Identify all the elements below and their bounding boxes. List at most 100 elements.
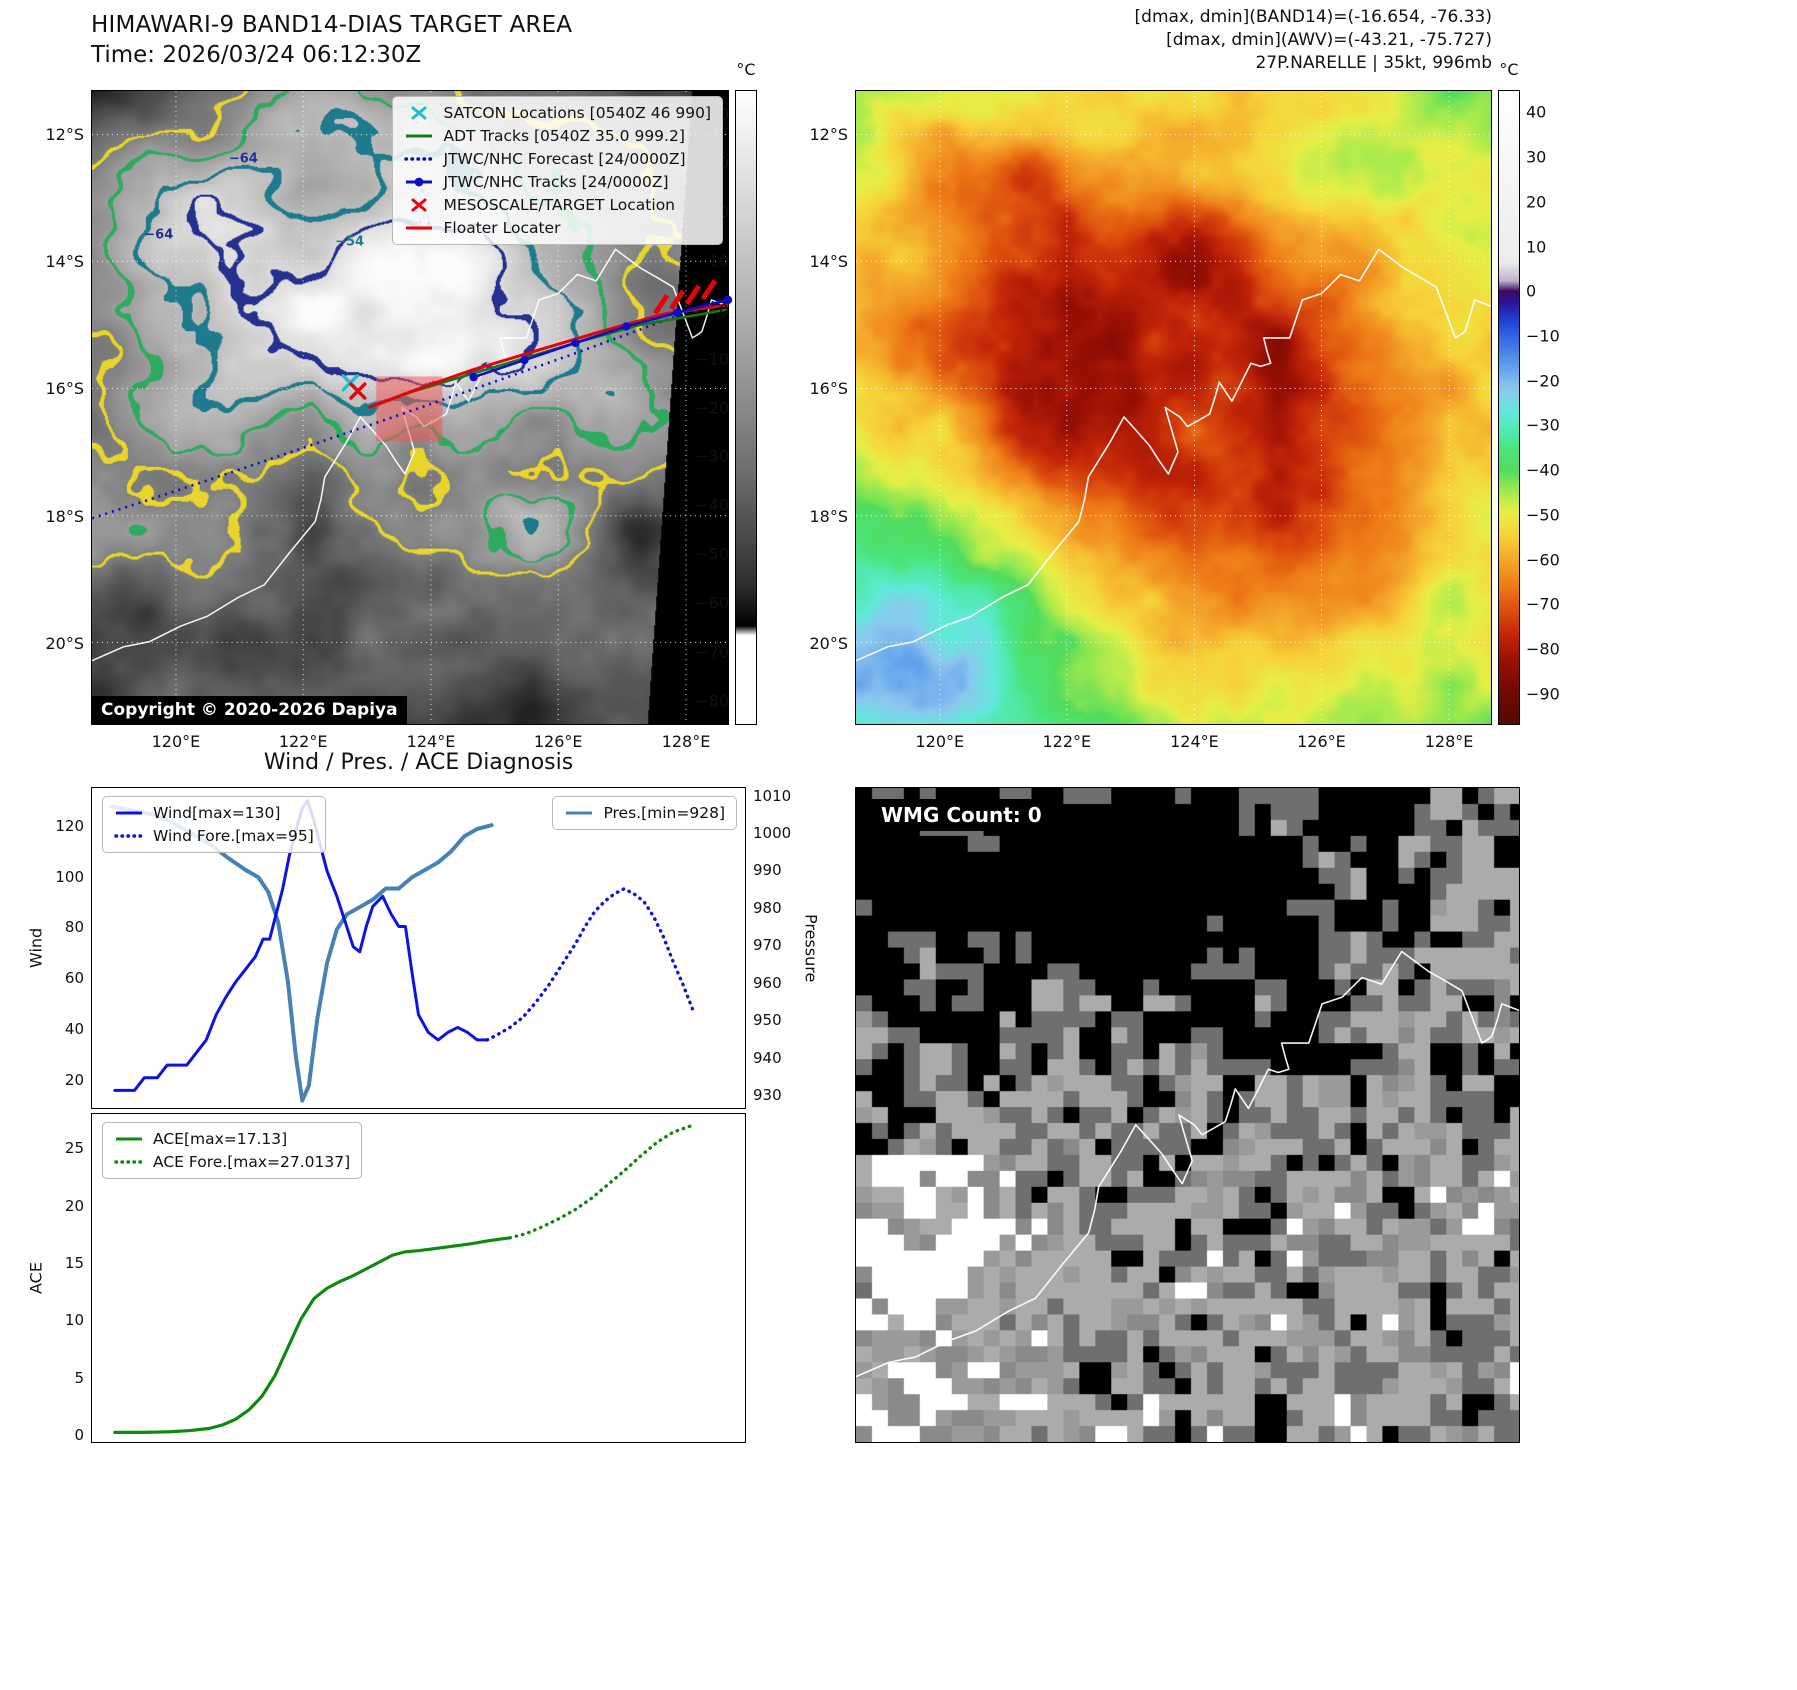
- legend-item: ACE Fore.[max=27.0137]: [114, 1153, 350, 1171]
- panelB-annotations: [dmax, dmin](BAND14)=(-16.654, -76.33) [d…: [795, 6, 1492, 75]
- band14-colorbar-unit: °C: [736, 60, 756, 79]
- annotation-line: [dmax, dmin](BAND14)=(-16.654, -76.33): [1134, 7, 1492, 27]
- y-tick-label: 25: [64, 1139, 84, 1158]
- legend-item: ADT Tracks [0540Z 35.0 999.2]: [404, 127, 711, 145]
- line-marker-icon: [404, 129, 434, 143]
- pressure-tick-label: 1000: [753, 823, 792, 842]
- colorbar-tick-label: −30: [695, 446, 729, 466]
- wmg-image-canvas: [856, 788, 1519, 1442]
- pressure-axis-label: Pressure: [801, 913, 821, 983]
- colorbar-tick-label: −60: [1526, 550, 1560, 570]
- ace-chart: ACE[max=17.13] ACE Fore.[max=27.0137] 0 5 1…: [27, 1113, 746, 1444]
- wind-axis-label: Wind: [26, 927, 46, 969]
- longitude-tick-label: 122°E: [1042, 732, 1092, 751]
- awv-colorbar-unit: °C: [1499, 60, 1519, 79]
- floater-hatch-mark: [669, 289, 686, 311]
- latitude-tick-label: 16°S: [809, 379, 848, 399]
- y-tick-label: 100: [55, 867, 84, 886]
- panelA-title: HIMAWARI-9 BAND14-DIAS TARGET AREA: [91, 12, 573, 38]
- coastline: [855, 248, 1492, 662]
- wmg-overlay: [855, 950, 1520, 1378]
- series-line: [113, 1236, 512, 1434]
- dotted-line-marker-icon: [114, 1155, 144, 1169]
- y-tick-label: 120: [55, 817, 84, 836]
- colorbar-tick-label: 10: [708, 251, 729, 271]
- floater-hatch-mark: [684, 284, 702, 306]
- pressure-tick-label: 930: [753, 1086, 782, 1105]
- band14-satellite-map: −64−64−54−54 SATCON Locations [0540Z 46 …: [45, 90, 733, 751]
- legend-label: SATCON Locations [0540Z 46 990]: [443, 104, 711, 122]
- legend-item: SATCON Locations [0540Z 46 990]: [404, 104, 711, 122]
- pressure-legend: Pres.[min=928]: [552, 796, 737, 830]
- y-tick-label: 20: [64, 1196, 84, 1215]
- longitude-tick-label: 120°E: [915, 732, 965, 751]
- awv-image-canvas: [856, 91, 1491, 724]
- colorbar-tick-label: −10: [1526, 326, 1560, 346]
- line-marker-icon: [114, 1132, 144, 1146]
- y-tick-label: 60: [64, 969, 84, 988]
- colorbar-tick-label: −60: [695, 593, 729, 613]
- pressure-tick-label: 1010: [753, 786, 792, 805]
- series-line: [508, 1123, 695, 1240]
- colorbar-tick-label: −70: [1526, 594, 1560, 614]
- band14-map-legend: SATCON Locations [0540Z 46 990] ADT Track…: [392, 96, 723, 245]
- y-tick-label: 20: [64, 1070, 84, 1089]
- longitude-tick-label: 120°E: [151, 732, 201, 751]
- line-marker-icon: [404, 221, 434, 235]
- awv-satellite-map: 120°E 122°E 124°E 126°E 128°E 12°S 14°S 16°S 18°…: [809, 90, 1492, 751]
- latitude-tick-label: 14°S: [45, 251, 84, 271]
- jtwc-forecast-track: [91, 296, 729, 520]
- x-marker-icon: [404, 106, 434, 120]
- pressure-tick-label: 960: [753, 973, 782, 992]
- pressure-tick-label: 970: [753, 936, 782, 955]
- floater-hatch-mark: [653, 293, 670, 315]
- awv-colorbar-ticks: 40 30 20 10 0 −10 −20 −30 −40 −50 −60 −70 −80 −90: [1526, 90, 1582, 725]
- colorbar-tick-label: 20: [1526, 192, 1547, 212]
- line-marker-icon: [564, 806, 594, 820]
- latitude-tick-label: 20°S: [809, 634, 848, 654]
- panelA-time-label: Time: 2026/03/24 06:12:30Z: [91, 42, 422, 68]
- y-tick-label: 10: [64, 1311, 84, 1330]
- colorbar-tick-label: −40: [695, 495, 729, 515]
- legend-label: ACE Fore.[max=27.0137]: [153, 1153, 351, 1171]
- legend-label: JTWC/NHC Tracks [24/0000Z]: [443, 173, 669, 191]
- annotation-line: 27P.NARELLE | 35kt, 996mb: [1255, 52, 1492, 73]
- colorbar-tick-label: 30: [1526, 147, 1547, 167]
- legend-item: JTWC/NHC Forecast [24/0000Z]: [404, 150, 711, 168]
- colorbar-tick-label: −30: [1526, 415, 1560, 435]
- y-tick-label: 0: [74, 1425, 84, 1444]
- y-tick-label: 15: [64, 1253, 84, 1272]
- longitude-tick-label: 126°E: [1297, 732, 1346, 751]
- legend-item: Wind[max=130]: [114, 804, 314, 822]
- target-area-box: [376, 376, 443, 442]
- line-marker-icon: [114, 806, 144, 820]
- pressure-tick-label: 980: [753, 898, 782, 917]
- colorbar-tick-label: −70: [695, 642, 729, 662]
- wind-pressure-chart: Wind[max=130] Wind Fore.[max=95] Pres.[mi…: [27, 787, 821, 1109]
- floater-hatch-mark: [700, 279, 717, 301]
- legend-item: Floater Locater: [404, 219, 711, 237]
- longitude-tick-label: 122°E: [278, 732, 328, 751]
- colorbar-tick-label: −10: [695, 349, 729, 369]
- longitude-tick-label: 128°E: [1424, 732, 1474, 751]
- y-tick-label: 40: [64, 1019, 84, 1038]
- band14-colorbar: [735, 90, 757, 725]
- longitude-tick-label: 124°E: [1170, 732, 1219, 751]
- latitude-tick-label: 20°S: [45, 634, 84, 654]
- diagnosis-chart-title: Wind / Pres. / ACE Diagnosis: [263, 750, 574, 775]
- colorbar-tick-label: −40: [1526, 460, 1560, 480]
- dotted-line-marker-icon: [114, 829, 144, 843]
- legend-label: Wind[max=130]: [153, 804, 281, 822]
- series-line: [485, 887, 695, 1042]
- awv-colorbar: [1498, 90, 1520, 725]
- latitude-tick-label: 12°S: [809, 124, 848, 144]
- copyright-label: Copyright © 2020-2026 Dapiya: [92, 696, 407, 724]
- colorbar-tick-label: 40: [1526, 102, 1547, 122]
- wmg-count-label: WMG Count: 0: [870, 799, 1053, 831]
- latitude-tick-label: 16°S: [45, 379, 84, 399]
- latitude-tick-label: 12°S: [45, 124, 84, 144]
- y-tick-label: 5: [74, 1368, 84, 1387]
- ace-axis-label: ACE: [26, 1262, 46, 1294]
- longitude-tick-label: 128°E: [661, 732, 711, 751]
